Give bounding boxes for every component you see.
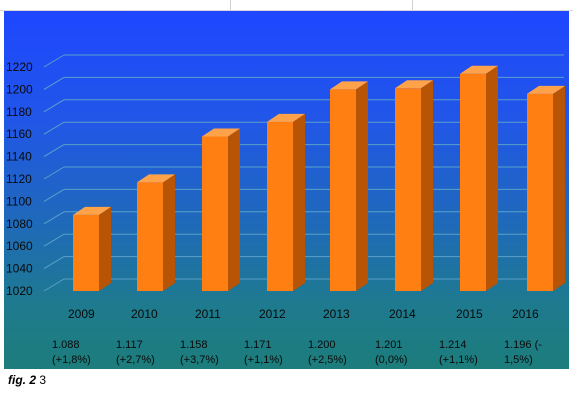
data-label: 1.088 (52, 339, 80, 351)
bar (527, 94, 553, 291)
bar (202, 136, 228, 291)
x-tick-label: 2015 (456, 307, 483, 321)
bar-side (99, 207, 111, 291)
x-tick-label: 2014 (389, 307, 416, 321)
grid-line (44, 55, 64, 67)
grid-line (44, 122, 64, 134)
data-label: 1.171 (244, 339, 272, 351)
data-label: 1.158 (180, 339, 208, 351)
x-tick-label: 2012 (259, 307, 286, 321)
y-tick-label: 1120 (6, 172, 32, 186)
data-label: (+3,7%) (180, 354, 219, 366)
y-tick-label: 1180 (6, 105, 32, 119)
grid-line (44, 234, 64, 246)
bar-side (293, 114, 305, 291)
grid-line (44, 257, 64, 269)
bar-side (228, 128, 240, 291)
bar (330, 89, 356, 291)
grid-line (44, 100, 64, 112)
bar (137, 182, 163, 291)
top-strip-divider (230, 0, 231, 10)
grid-line (44, 77, 64, 89)
data-label: 1.117 (116, 339, 143, 351)
bar (267, 122, 293, 291)
data-label: (+2,5%) (308, 354, 347, 366)
data-label: 1.200 (308, 339, 336, 351)
data-label: (+2,7%) (116, 354, 155, 366)
data-label: (0,0%) (375, 354, 407, 366)
data-label: 1.214 (439, 339, 467, 351)
y-tick-label: 1160 (6, 127, 32, 141)
bar (395, 88, 421, 291)
figure-number: 3 (39, 373, 46, 387)
grid-line (44, 189, 64, 201)
figure-label: fig. 2 (8, 373, 36, 387)
data-label: (+1,1%) (439, 354, 478, 366)
data-label: 1,5%) (504, 354, 533, 366)
grid-line (44, 145, 64, 157)
x-tick-label: 2011 (195, 307, 221, 321)
y-tick-label: 1080 (6, 217, 33, 231)
bar-side (486, 66, 498, 291)
bar-side (356, 81, 368, 291)
bar-side (553, 86, 565, 291)
y-tick-label: 1140 (6, 150, 32, 164)
x-tick-label: 2009 (68, 307, 95, 321)
figure-caption: fig. 2 3 (4, 369, 71, 391)
grid-line (44, 279, 64, 291)
grid-line (44, 212, 64, 224)
x-tick-label: 2013 (323, 307, 350, 321)
chart-panel: 1020 1040 1060 1080 1100 1120 1140 1160 1180 1200… (4, 11, 569, 369)
data-label: 1.196 (- (504, 339, 542, 351)
y-tick-label: 1200 (6, 82, 33, 96)
bar-chart: 1020 1040 1060 1080 1100 1120 1140 1160 1180 1200… (4, 11, 569, 369)
data-label: 1.201 (375, 339, 403, 351)
y-tick-label: 1020 (6, 284, 33, 298)
data-label: (+1,8%) (52, 354, 91, 366)
bar-side (421, 80, 433, 291)
bar (73, 215, 99, 291)
top-strip (0, 0, 573, 11)
x-tick-label: 2016 (512, 307, 539, 321)
top-strip-divider (412, 0, 413, 10)
bar (460, 74, 486, 291)
bar-side (163, 174, 175, 291)
y-tick-label: 1100 (6, 194, 32, 208)
grid-line (44, 167, 64, 179)
y-tick-label: 1060 (6, 239, 33, 253)
data-label: (+1,1%) (244, 354, 283, 366)
x-tick-label: 2010 (131, 307, 158, 321)
y-tick-label: 1040 (6, 262, 33, 276)
y-tick-label: 1220 (6, 60, 33, 74)
